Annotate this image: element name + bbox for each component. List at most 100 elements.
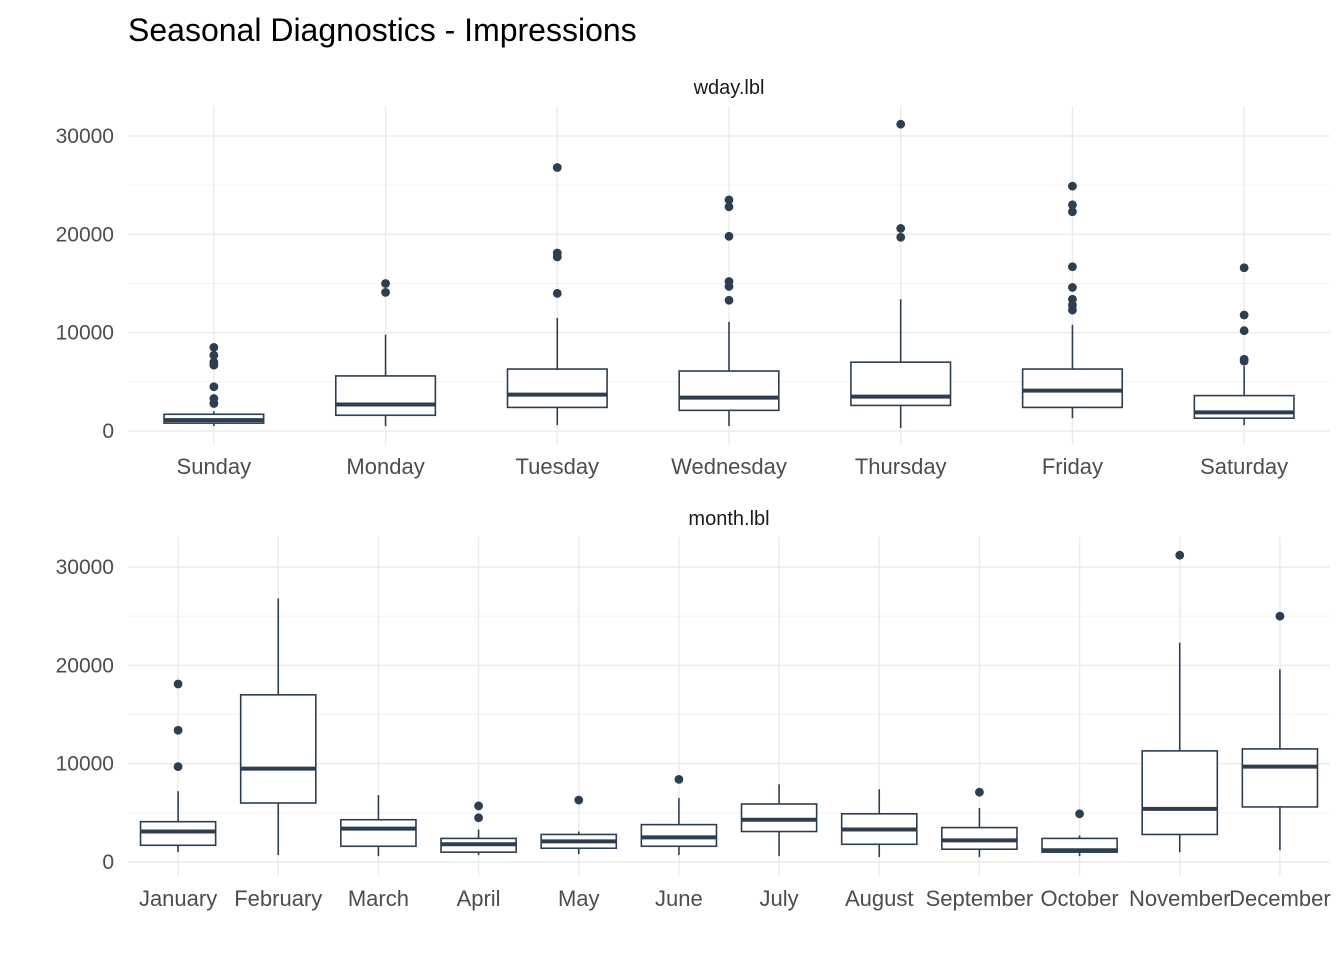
outlier-point [1068,181,1077,191]
x-tick-label: December [1229,886,1330,911]
outlier-point [724,277,734,286]
outlier-point [474,813,483,823]
x-tick-label: March [348,886,409,911]
box-april [440,801,517,856]
outlier-point [474,801,483,811]
outlier-point [1068,200,1077,210]
outlier-point [209,350,219,360]
outlier-point [1068,283,1077,292]
box-iqr [1021,368,1124,409]
facet-panel-wday: wday.lbl 0 10000 20000 30000 Sunday Monday Tues… [56,77,1330,479]
box-december [1241,611,1319,851]
y-tick-label: 20000 [56,223,114,246]
outlier-point [1068,262,1077,272]
outlier-point [724,202,734,212]
box-october [1041,809,1118,857]
box-june [640,775,718,856]
x-tick-label: Sunday [177,454,252,479]
outlier-point [975,787,984,797]
x-tick-label: Wednesday [671,454,787,479]
outlier-point [381,287,390,297]
box-iqr [340,818,417,848]
outlier-point [674,775,684,784]
outlier-point [552,163,562,172]
x-tick-label: May [558,886,600,911]
outlier-point [209,394,219,403]
box-january [139,679,217,853]
box-iqr [678,370,780,412]
outlier-point [724,195,734,205]
x-tick-label: Saturday [1200,454,1288,479]
box-november [1141,550,1219,853]
box-iqr [1241,748,1319,808]
outlier-point [1275,611,1285,621]
x-tick-label: Friday [1042,454,1103,479]
outlier-point [209,343,219,352]
box-iqr [1141,750,1219,836]
box-thursday [850,119,952,429]
facet-strip-label: wday.lbl [693,77,765,99]
x-tick-label: Monday [346,454,424,479]
outlier-point [552,288,562,298]
outlier-point [724,295,734,305]
box-iqr [1193,394,1295,420]
box-august [840,789,918,858]
outlier-point [1075,809,1084,819]
x-tick-label: September [926,886,1034,911]
outlier-point [209,382,219,392]
outlier-point [574,795,584,805]
box-iqr [506,368,608,409]
y-tick-label: 10000 [56,753,114,776]
outlier-point [896,224,906,233]
y-tick-label: 0 [102,851,114,874]
y-tick-label: 10000 [56,322,114,345]
x-tick-label: January [139,886,217,911]
box-iqr [334,375,437,417]
box-february [239,598,317,856]
box-saturday [1193,263,1295,426]
y-tick-label: 20000 [56,654,114,677]
y-tick-label: 30000 [56,556,114,579]
box-may [540,795,618,855]
x-tick-label: Tuesday [515,454,599,479]
outlier-point [896,119,906,129]
box-tuesday [506,163,608,426]
x-tick-label: April [457,886,501,911]
box-march [340,795,417,857]
box-sunday [163,343,265,427]
box-july [740,784,818,857]
box-september [941,787,1018,858]
box-iqr [239,694,317,804]
outlier-point [1239,310,1249,320]
box-iqr [850,361,952,407]
outlier-point [209,357,219,367]
outlier-point [173,679,183,689]
x-tick-label: June [655,886,703,911]
outlier-point [1239,326,1249,336]
outlier-point [1068,294,1077,304]
outlier-point [896,232,906,242]
x-tick-label: Thursday [855,454,947,479]
y-tick-label: 30000 [56,125,114,148]
x-tick-label: July [760,886,799,911]
outlier-point [1239,354,1249,364]
outlier-point [173,762,183,772]
x-tick-label: November [1129,886,1230,911]
box-friday [1021,181,1124,419]
outlier-point [552,248,562,258]
outlier-point [724,231,734,241]
y-tick-label: 0 [102,420,114,443]
outlier-point [381,279,390,288]
box-wednesday [678,195,780,427]
outlier-point [173,725,183,735]
x-tick-label: October [1040,886,1118,911]
outlier-point [1239,263,1249,273]
box-monday [334,279,437,427]
facet-strip-label: month.lbl [688,508,769,530]
x-tick-label: August [845,886,914,911]
x-tick-label: February [234,886,322,911]
chart-title: Seasonal Diagnostics - Impressions [128,12,637,48]
outlier-point [1068,207,1077,217]
facet-panel-month: month.lbl 0 10000 20000 30000 January February… [56,508,1331,911]
